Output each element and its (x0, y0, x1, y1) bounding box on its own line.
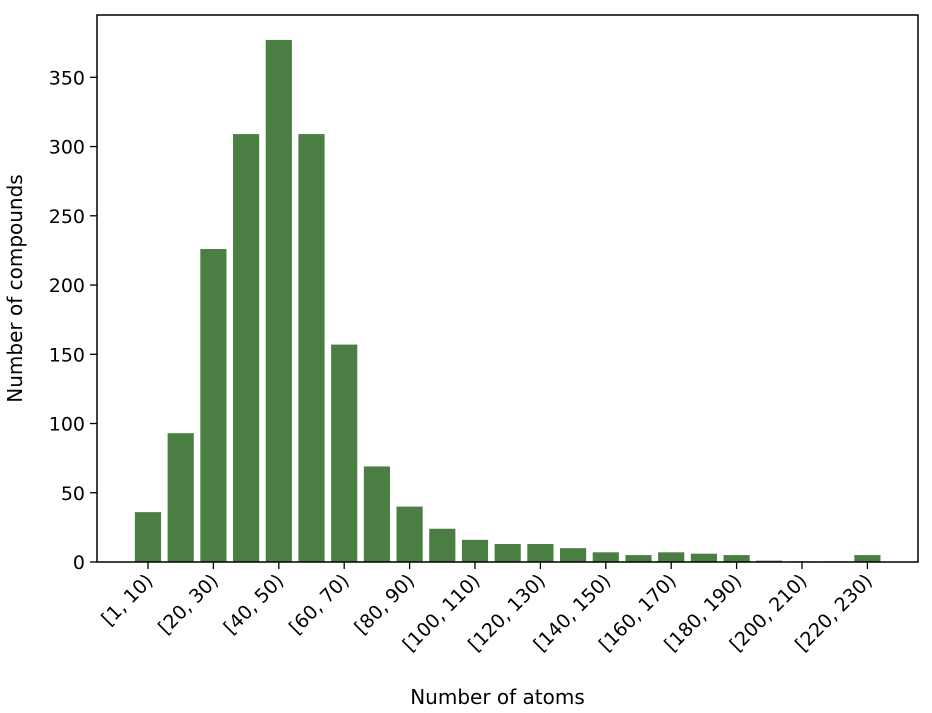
bar-22 (854, 555, 881, 562)
bar-9 (429, 528, 456, 562)
plot-frame (96, 14, 919, 563)
bar-8 (396, 506, 423, 562)
bar-12 (527, 544, 554, 562)
y-tick-label: 350 (49, 67, 85, 89)
bar-16 (658, 552, 685, 562)
bar-6 (331, 344, 358, 562)
y-tick-label: 150 (49, 344, 85, 366)
bar-2 (200, 249, 227, 562)
y-tick-label: 300 (49, 137, 85, 159)
bar-4 (265, 39, 292, 563)
bar-5 (298, 134, 325, 562)
bar-10 (461, 539, 489, 562)
bar-1 (167, 433, 194, 562)
bar-17 (690, 553, 717, 562)
y-tick-label: 50 (61, 483, 85, 505)
x-tick-label: [60, 70) (285, 570, 354, 639)
bar-7 (363, 466, 390, 562)
x-tick-label: [80, 90) (350, 570, 419, 639)
bar-18 (723, 555, 750, 562)
bar-13 (560, 548, 587, 562)
x-axis-label: Number of atoms (410, 685, 585, 709)
y-tick-label: 200 (49, 275, 85, 297)
y-axis-label: Number of compounds (3, 174, 27, 402)
x-tick-label: [1, 10) (97, 570, 157, 630)
bar-15 (625, 555, 652, 562)
bar-3 (233, 134, 260, 562)
y-tick-label: 100 (49, 414, 85, 436)
bars-layer (134, 39, 881, 563)
ticks-layer: 0 50 100 150 200 250 300 350 [1, 10)[20, 30)[40,… (49, 67, 877, 656)
bar-0 (134, 512, 162, 562)
bar-14 (592, 552, 619, 562)
x-tick-label: [20, 30) (154, 570, 223, 639)
y-tick-label: 250 (49, 206, 85, 228)
y-tick-label: 0 (73, 552, 85, 574)
x-tick-label: [40, 50) (220, 570, 289, 639)
bar-11 (494, 544, 521, 562)
